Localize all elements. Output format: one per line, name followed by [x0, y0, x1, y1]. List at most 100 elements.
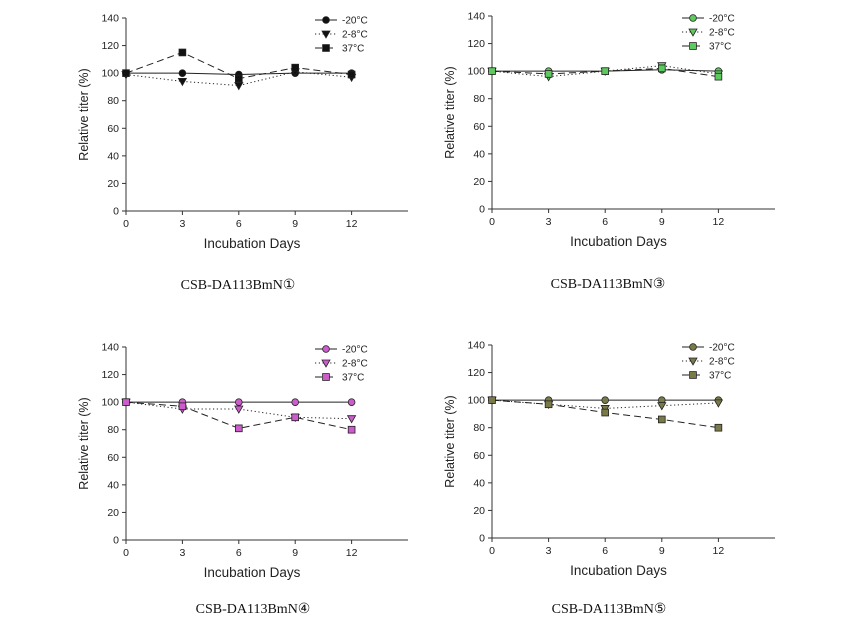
chart-panel-1: 0 20 40 60 80 100 120 140 0 3 6 9 12 Incubation Days R… — [77, 13, 408, 293]
legend-label-3: 37°C — [342, 44, 364, 55]
data-point-s3-3 — [658, 415, 666, 424]
x-tick-label: 12 — [346, 547, 358, 559]
chart-panel-4: 0 20 40 60 80 100 120 140 0 3 6 9 12 Incubation Days R… — [443, 340, 775, 617]
y-tick-label: 80 — [107, 424, 119, 436]
y-tick-label: 100 — [101, 397, 119, 409]
y-axis-title: Relative titer (%) — [443, 66, 457, 158]
data-point-s2-2 — [234, 405, 244, 414]
x-tick-label: 9 — [292, 547, 298, 559]
y-tick-label: 0 — [113, 206, 119, 218]
legend-label-2: 2-8°C — [709, 28, 735, 39]
series-line-3 — [125, 401, 352, 431]
y-tick-label: 0 — [479, 204, 485, 216]
x-tick-label: 3 — [179, 218, 185, 230]
data-point-s1-4 — [347, 398, 356, 406]
legend-label-2: 2-8°C — [342, 30, 368, 41]
y-tick-label: 20 — [473, 176, 485, 188]
legend-marker-1 — [689, 14, 697, 22]
x-tick-label: 0 — [123, 218, 129, 230]
data-point-s3-1 — [178, 48, 187, 57]
panel-caption: CSB-DA113BmN④ — [196, 602, 311, 617]
data-point-s3-0 — [488, 396, 496, 404]
y-tick-label: 100 — [101, 68, 119, 80]
legend-marker-1 — [322, 345, 330, 353]
x-tick-label: 0 — [489, 216, 495, 228]
data-point-s3-3 — [291, 63, 299, 72]
x-tick-label: 6 — [602, 545, 608, 557]
x-axis-title: Incubation Days — [204, 236, 301, 251]
legend-marker-1 — [322, 16, 330, 24]
y-tick-label: 60 — [473, 121, 485, 133]
data-point-s3-1 — [544, 400, 553, 409]
data-point-s3-4 — [347, 70, 356, 79]
y-tick-label: 20 — [473, 505, 485, 517]
x-tick-label: 3 — [546, 545, 552, 557]
data-point-s3-2 — [234, 74, 243, 83]
y-tick-label: 120 — [467, 38, 485, 50]
y-tick-label: 100 — [467, 66, 485, 78]
data-point-s2-4 — [346, 415, 357, 424]
x-tick-label: 6 — [236, 547, 242, 559]
y-axis-title: Relative titer (%) — [77, 397, 91, 489]
y-tick-label: 140 — [101, 13, 119, 25]
y-tick-label: 100 — [467, 395, 485, 407]
x-tick-label: 12 — [713, 545, 725, 557]
y-tick-label: 120 — [101, 40, 119, 52]
y-tick-label: 60 — [107, 452, 119, 464]
panel-caption: CSB-DA113BmN③ — [551, 277, 666, 292]
x-axis-title: Incubation Days — [570, 563, 667, 578]
y-tick-label: 40 — [107, 150, 119, 162]
legend-label-1: -20°C — [342, 16, 368, 27]
x-tick-label: 3 — [546, 216, 552, 228]
legend-label-1: -20°C — [709, 343, 735, 354]
legend-label-3: 37°C — [342, 373, 364, 384]
data-point-s1-2 — [601, 396, 609, 404]
x-tick-label: 9 — [659, 216, 665, 228]
chart-panel-2: 0 20 40 60 80 100 120 140 0 3 6 9 12 Incubation Days R… — [443, 11, 775, 292]
legend-marker-3 — [322, 44, 330, 52]
series-line-2 — [125, 71, 352, 87]
legend-marker-2 — [321, 30, 331, 39]
data-point-s1-1 — [178, 69, 187, 77]
y-tick-label: 60 — [473, 450, 485, 462]
data-point-s1-2 — [235, 398, 243, 406]
legend-label-2: 2-8°C — [342, 359, 368, 370]
x-tick-label: 3 — [179, 547, 185, 559]
panel-caption: CSB-DA113BmN① — [181, 278, 296, 293]
data-point-s3-0 — [122, 69, 130, 77]
y-tick-label: 140 — [467, 340, 485, 352]
y-axis-title: Relative titer (%) — [77, 68, 91, 160]
chart-panel-3: 0 20 40 60 80 100 120 140 0 3 6 9 12 Incubation Days R… — [77, 342, 408, 617]
legend-marker-2 — [321, 359, 331, 368]
y-tick-label: 120 — [467, 367, 485, 379]
data-point-s3-4 — [347, 425, 356, 434]
legend-label-1: -20°C — [709, 14, 735, 25]
y-tick-label: 0 — [113, 535, 119, 547]
legend-marker-2 — [688, 357, 698, 366]
x-tick-label: 9 — [659, 545, 665, 557]
x-tick-label: 6 — [236, 218, 242, 230]
legend-marker-1 — [689, 343, 697, 351]
legend-label-3: 37°C — [709, 42, 731, 53]
y-tick-label: 0 — [479, 533, 485, 545]
y-tick-label: 80 — [107, 95, 119, 107]
legend-label-1: -20°C — [342, 345, 368, 356]
x-tick-label: 6 — [602, 216, 608, 228]
y-tick-label: 80 — [473, 93, 485, 105]
data-point-s3-1 — [544, 70, 553, 78]
y-tick-label: 80 — [473, 422, 485, 434]
data-point-s3-0 — [122, 398, 130, 406]
data-point-s3-2 — [601, 67, 609, 75]
y-tick-label: 40 — [107, 479, 119, 491]
panel-caption: CSB-DA113BmN⑤ — [552, 602, 667, 617]
data-point-s3-0 — [488, 67, 496, 75]
y-tick-label: 140 — [101, 342, 119, 354]
legend-marker-3 — [689, 371, 697, 379]
data-point-s3-2 — [601, 408, 609, 417]
y-tick-label: 20 — [107, 178, 119, 190]
legend-marker-3 — [322, 373, 330, 381]
y-axis-title: Relative titer (%) — [443, 395, 457, 487]
data-point-s2-3 — [657, 402, 667, 411]
data-point-s3-3 — [658, 64, 666, 73]
